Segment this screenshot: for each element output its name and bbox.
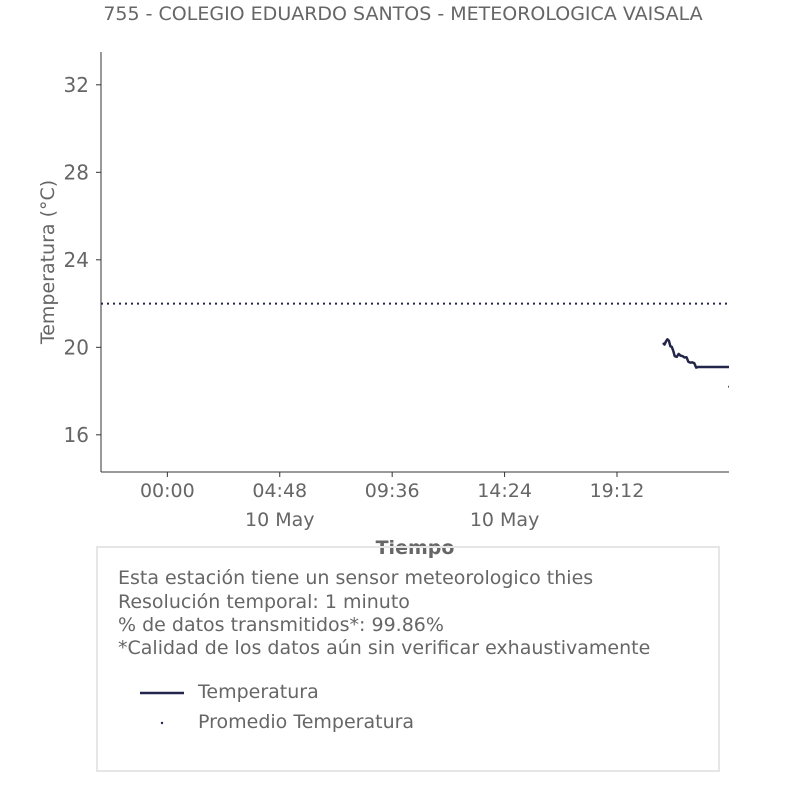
info-legend-box: Esta estación tiene un sensor meteorolog… [96, 546, 720, 772]
x-tick-label: 19:12 [590, 480, 645, 502]
legend-label-promedio: Promedio Temperatura [198, 711, 415, 733]
y-tick-label: 24 [64, 248, 89, 272]
legend-label-temperatura: Temperatura [198, 681, 319, 703]
legend-solid-line-icon [140, 691, 184, 695]
x-axis-label: Tiempo [376, 537, 455, 559]
y-axis-label: Temperatura (°C) [37, 180, 59, 345]
y-tick-label: 16 [64, 423, 89, 447]
data-quality-note: *Calidad de los datos aún sin verificar … [118, 637, 651, 659]
temporal-resolution-text: Resolución temporal: 1 minuto [118, 591, 410, 613]
chart-title: 755 - COLEGIO EDUARDO SANTOS - METEOROLO… [103, 3, 703, 25]
chart-axes [96, 52, 729, 477]
y-tick-label: 32 [64, 73, 89, 97]
temperature-chart: 16 20 24 28 32 00:00 04:48 10 May 09:36 14:24 10 M… [37, 52, 729, 559]
x-tick-sublabel: 10 May [470, 509, 540, 531]
data-transmitted-text: % de datos transmitidos*: 99.86% [118, 614, 444, 636]
chart-labels: 16 20 24 28 32 00:00 04:48 10 May 09:36 14:24 10 M… [37, 73, 644, 559]
x-tick-label: 09:36 [365, 480, 420, 502]
y-tick-label: 20 [64, 335, 89, 359]
x-tick-sublabel: 10 May [245, 509, 315, 531]
x-tick-label: 00:00 [140, 480, 195, 502]
legend-dot-icon [160, 721, 164, 725]
station-sensor-text: Esta estación tiene un sensor meteorolog… [118, 567, 594, 589]
x-tick-label: 14:24 [477, 480, 532, 502]
y-tick-label: 28 [64, 160, 89, 184]
temperature-series-line [662, 338, 729, 388]
x-tick-label: 04:48 [252, 480, 307, 502]
chart-marks [101, 302, 729, 388]
